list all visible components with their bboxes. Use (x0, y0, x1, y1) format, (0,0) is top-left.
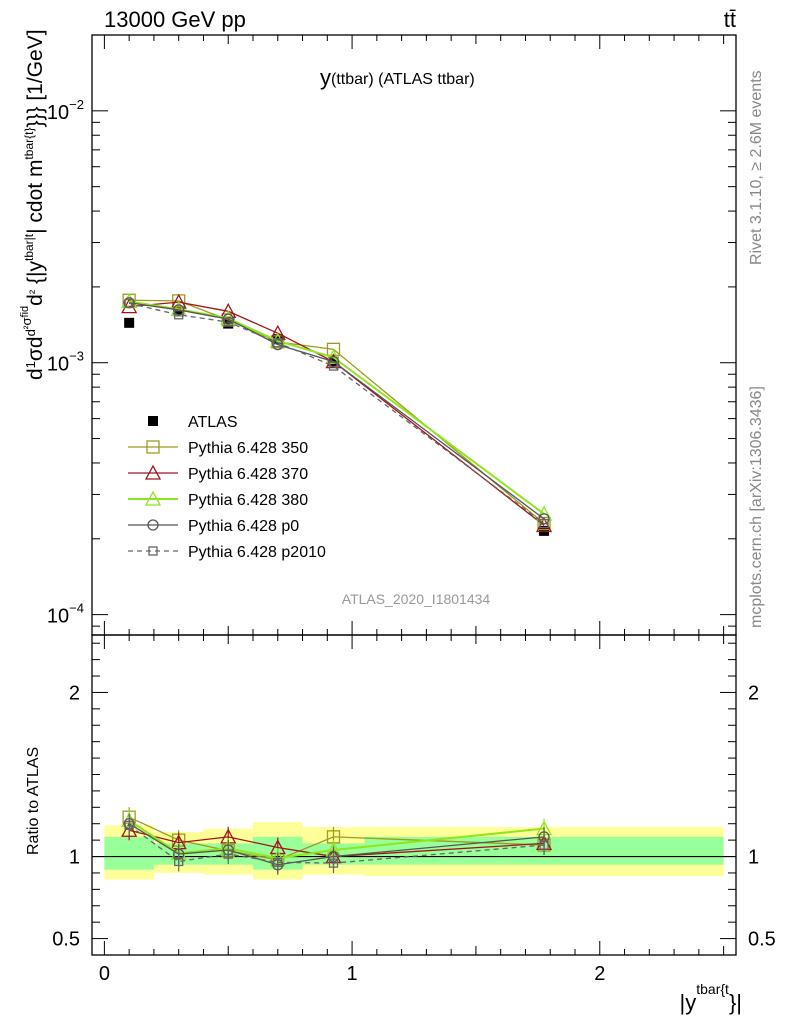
series-line-p380 (128, 300, 545, 515)
rivet-version-label: Rivet 3.1.10, ≥ 2.6M events (748, 70, 765, 265)
point-p2010 (539, 518, 549, 529)
energy-label: 13000 GeV pp (104, 7, 246, 32)
point-p0 (222, 313, 234, 325)
legend-marker-p2010 (148, 546, 158, 556)
ratio-point-p2010 (328, 858, 339, 868)
point-p2010 (223, 317, 233, 327)
point-p0 (173, 304, 185, 316)
x-tick-label: 1 (347, 963, 358, 985)
legend-marker-p350 (146, 440, 160, 454)
point-p370 (170, 293, 187, 309)
point-p2010 (124, 298, 134, 309)
mcplots-source-label: mcplots.cern.ch [arXiv:1306.3436] (748, 386, 765, 628)
y-tick-label-main: 10−2 (47, 97, 84, 124)
point-atlas (124, 317, 135, 328)
y-tick-label-ratio-right: 2 (748, 682, 759, 704)
ratio-line-p2010 (128, 824, 545, 864)
y-tick-label-main: 10−3 (47, 349, 84, 376)
series-line-p2010 (129, 302, 545, 525)
series-line-p370 (129, 301, 545, 526)
legend-marker-p380 (144, 490, 162, 506)
ratio-point-p2010 (174, 856, 184, 867)
y-tick-label-main: 10−4 (47, 601, 84, 628)
ratio-line-p350 (128, 816, 545, 861)
y-tick-label-ratio-left: 1 (69, 847, 80, 869)
legend-marker-atlas (148, 416, 158, 426)
ratio-point-p2010 (539, 840, 549, 850)
point-p2010 (273, 338, 283, 348)
series-line-p350 (129, 299, 545, 524)
ratio-line-p0 (128, 823, 545, 866)
y-tick-label-ratio-right: 0.5 (748, 929, 776, 951)
point-p2010 (174, 310, 184, 320)
y-tick-label-ratio-left: 2 (69, 682, 80, 704)
legend-label-p2010: Pythia 6.428 p2010 (188, 544, 326, 561)
legend-label-p370: Pythia 6.428 370 (188, 466, 308, 483)
plot-title: y(ttbar) (ATLAS ttbar) (320, 65, 475, 90)
point-p2010 (328, 361, 339, 371)
process-label: tt̄ (724, 7, 736, 32)
legend-label-p0: Pythia 6.428 p0 (188, 518, 299, 535)
legend-marker-p370 (144, 464, 162, 480)
point-p370 (220, 302, 237, 318)
analysis-watermark: ATLAS_2020_I1801434 (342, 591, 491, 607)
ratio-series-group (121, 807, 553, 875)
ratio-panel-frame (91, 634, 737, 956)
ratio-line-p370 (128, 829, 545, 858)
ratio-point-p2010 (124, 820, 134, 831)
legend-label-atlas: ATLAS (188, 414, 238, 431)
y-tick-label-ratio-left: 0.5 (52, 929, 80, 951)
ratio-point-p2010 (273, 857, 283, 867)
point-p380 (325, 349, 342, 365)
x-tick-label: 2 (594, 963, 605, 985)
legend-marker-p0 (147, 519, 159, 531)
main-y-axis-label: d1σdd²σfidd² {|ytbar|t| cdot mtbar{t}}}}… (19, 29, 47, 380)
legend: ATLAS Pythia 6.428 350 Pythia 6.428 370 Pyt… (128, 414, 326, 561)
point-p0 (327, 355, 340, 368)
point-p0 (272, 338, 284, 351)
ratio-point-p2010 (223, 849, 233, 859)
legend-label-p350: Pythia 6.428 350 (188, 440, 308, 457)
axes-ticks: 0 1 2 10−4 10−3 10−2 0.5 0.5 1 1 2 2 (47, 34, 776, 985)
legend-label-p380: Pythia 6.428 380 (188, 492, 308, 509)
band-inner-bin (104, 836, 154, 870)
x-axis-label: |ytbar{t}| (680, 981, 742, 1015)
x-tick-label: 0 (99, 963, 110, 985)
point-p0 (538, 513, 550, 525)
ratio-y-axis-label: Ratio to ATLAS (25, 747, 42, 855)
y-tick-label-ratio-right: 1 (748, 847, 759, 869)
main-series-group (121, 293, 553, 536)
ratio-line-p380 (128, 819, 545, 860)
